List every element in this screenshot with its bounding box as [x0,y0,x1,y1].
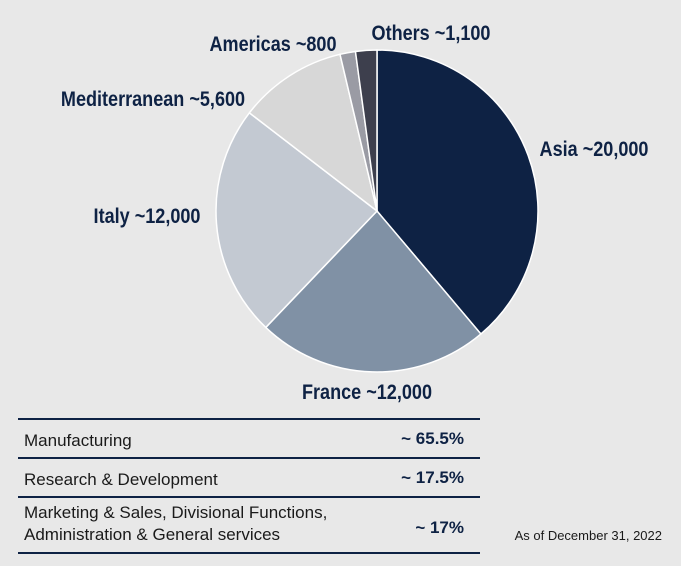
as-of-date: As of December 31, 2022 [514,528,662,543]
pie-chart: Asia ~20,000 France ~12,000 Italy ~12,000 M… [61,22,649,405]
row-value: ~ 17.5% [401,467,464,487]
pie-slice [376,49,539,336]
pie-slice [215,111,379,329]
row-label-line: Marketing & Sales, Divisional Functions, [24,503,328,522]
row-label-multiline: Marketing & Sales, Divisional Functions,… [18,498,480,546]
slice-label: France ~12,000 [302,381,432,405]
pie-slice [264,209,482,373]
table-row: Research & Development ~ 17.5% [18,457,480,496]
table-row: Marketing & Sales, Divisional Functions,… [18,496,480,554]
pie-slice [248,53,379,213]
table-row: Manufacturing ~ 65.5% [18,418,480,457]
slice-label: Mediterranean ~5,600 [61,88,245,112]
slice-label: Asia ~20,000 [540,138,649,162]
slice-label: Italy ~12,000 [94,205,201,229]
slice-label: Americas ~800 [210,33,337,57]
breakdown-table: Manufacturing ~ 65.5% Research & Develop… [18,418,480,554]
row-label: Manufacturing [24,431,132,450]
row-value: ~ 65.5% [401,428,464,448]
row-label: Research & Development [24,470,218,489]
row-label-line: Administration & General services [24,525,281,544]
row-value: ~ 17% [415,518,464,538]
pie-slice [354,49,378,212]
slice-label: Others ~1,100 [372,22,491,46]
